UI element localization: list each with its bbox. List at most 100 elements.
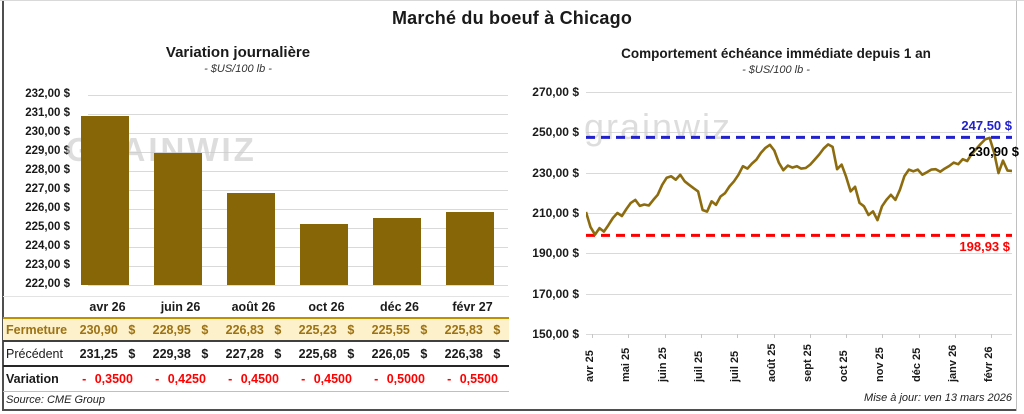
update-note: Mise à jour: ven 13 mars 2026 <box>864 392 1012 404</box>
table-month-header: oct 26 <box>290 296 363 317</box>
bar-gridline <box>88 209 508 210</box>
bar-gridline <box>88 171 508 172</box>
line-y-tick-label: 250,00 $ <box>532 125 579 140</box>
table-value-cell: 225,23 $ <box>290 317 363 342</box>
line-x-tick-mark <box>955 334 956 338</box>
line-x-tick-mark <box>882 334 884 338</box>
table-month-header: juin 26 <box>144 296 217 317</box>
bar <box>445 212 494 285</box>
bar-chart-title: Variation journalière <box>165 44 311 61</box>
price-series-line <box>586 136 1012 236</box>
low-reference-label: 198,93 $ <box>959 239 1010 255</box>
bar-y-tick-label: 225,00 $ <box>25 221 70 233</box>
frame-top <box>0 0 1024 1</box>
bar-y-tick-label: 228,00 $ <box>25 164 70 176</box>
bar-y-tick-label: 232,00 $ <box>25 88 70 100</box>
line-x-tick-label: avr 25 <box>584 350 596 382</box>
table-value-cell: - 0,4250 <box>144 367 217 392</box>
line-y-tick-label: 150,00 $ <box>532 327 579 341</box>
line-x-tick-mark <box>592 334 593 338</box>
line-gridline <box>586 132 1012 134</box>
line-y-tick-label: 210,00 $ <box>532 206 579 220</box>
frame-bottom <box>2 409 1017 411</box>
line-chart-subtitle: - $US/100 lb - <box>742 64 810 76</box>
bar <box>226 193 275 285</box>
line-x-tick-mark <box>809 334 811 338</box>
source-note: Source: CME Group <box>6 394 106 406</box>
line-gridline <box>586 172 1012 174</box>
bar <box>153 152 202 285</box>
bar-y-tick-label: 226,00 $ <box>25 202 70 214</box>
table-value-cell: 226,83 $ <box>217 317 290 342</box>
table-corner-cell <box>3 296 71 317</box>
table-row-label: Variation <box>3 367 71 392</box>
bar-y-tick-label: 222,00 $ <box>25 278 70 290</box>
bar-y-tick-label: 224,00 $ <box>25 240 70 252</box>
bar-y-tick-label: 227,00 $ <box>25 183 70 195</box>
bar-gridline <box>88 133 508 134</box>
line-x-tick-mark <box>737 334 739 338</box>
line-y-tick-label: 230,00 $ <box>532 165 579 180</box>
line-x-tick-mark <box>918 334 920 338</box>
bar-y-tick-label: 230,00 $ <box>25 126 70 138</box>
table-month-header: août 26 <box>217 296 290 317</box>
line-x-tick-label: août 25 <box>765 343 778 382</box>
bar <box>299 223 348 285</box>
table-value-cell: 231,25 $ <box>71 342 144 367</box>
table-value-cell: - 0,3500 <box>71 367 144 392</box>
table-row-label: Fermeture <box>3 317 71 342</box>
bar-chart-subtitle: - $US/100 lb - <box>204 63 272 75</box>
table-value-cell: 227,28 $ <box>217 342 290 367</box>
line-gridline <box>586 253 1012 255</box>
page-title: Marché du boeuf à Chicago <box>391 8 633 28</box>
line-x-tick-label: déc 25 <box>910 347 923 382</box>
frame-right <box>1016 1 1017 411</box>
line-x-tick-label: juil 25 <box>692 350 705 382</box>
table-value-cell: 225,83 $ <box>436 317 509 342</box>
table-value-cell: 226,38 $ <box>436 342 509 367</box>
bar-gridline <box>88 95 508 96</box>
line-gridline <box>586 293 1012 295</box>
line-x-tick-label: juin 25 <box>656 347 669 382</box>
table-value-cell: 229,38 $ <box>144 342 217 367</box>
bar-gridline <box>88 190 508 191</box>
table-value-cell: 228,95 $ <box>144 317 217 342</box>
line-x-tick-mark <box>773 334 775 338</box>
line-x-tick-label: janv 26 <box>947 344 959 382</box>
line-chart-title: Comportement échéance immédiate depuis 1… <box>621 46 931 61</box>
line-x-tick-mark <box>700 334 702 338</box>
table-month-header: févr 27 <box>436 296 509 317</box>
bar-gridline <box>88 285 508 286</box>
line-y-tick-label: 270,00 $ <box>532 85 579 99</box>
line-x-tick-label: oct 25 <box>838 350 851 382</box>
bar-gridline <box>88 266 508 267</box>
line-gridline <box>586 92 1012 93</box>
bar <box>372 217 421 285</box>
table-month-header: avr 26 <box>71 296 144 317</box>
table-value-cell: 225,55 $ <box>363 317 436 342</box>
bar-gridline <box>88 114 508 115</box>
bar-y-tick-label: 223,00 $ <box>25 259 70 271</box>
line-x-tick-label: févr 26 <box>983 346 996 382</box>
line-x-tick-label: juil 25 <box>729 350 742 382</box>
table-value-cell: - 0,4500 <box>290 367 363 392</box>
table-value-cell: 230,90 $ <box>71 317 144 342</box>
line-x-tick-label: mai 25 <box>620 347 633 382</box>
line-y-tick-label: 170,00 $ <box>532 286 579 301</box>
table-value-cell: 226,05 $ <box>363 342 436 367</box>
last-price-label: 230,90 $ <box>968 144 1019 160</box>
bar-y-tick-label: 229,00 $ <box>25 145 70 157</box>
table-month-header: déc 26 <box>363 296 436 317</box>
bar-y-tick-label: 231,00 $ <box>25 107 70 119</box>
table-value-cell: - 0,5500 <box>436 367 509 392</box>
line-x-tick-label: sept 25 <box>801 344 814 382</box>
bar-gridline <box>88 247 508 248</box>
line-gridline <box>586 213 1012 214</box>
line-x-tick-mark <box>991 334 993 338</box>
table-value-cell: - 0,5000 <box>363 367 436 392</box>
table-value-cell: 225,68 $ <box>290 342 363 367</box>
line-y-tick-label: 190,00 $ <box>532 246 579 261</box>
table-value-cell: - 0,4500 <box>217 367 290 392</box>
line-x-tick-mark <box>846 334 848 338</box>
